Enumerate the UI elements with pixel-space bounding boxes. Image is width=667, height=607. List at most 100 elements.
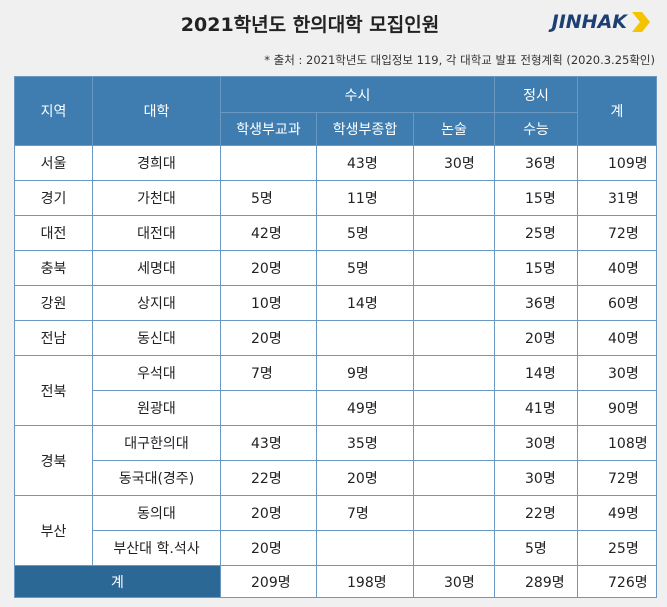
count-cell: 42명: [220, 215, 317, 251]
header-cell: 논술: [413, 112, 495, 146]
university-cell: 동의대: [92, 495, 221, 531]
empty-cell: [413, 180, 495, 216]
count-cell: 20명: [316, 460, 414, 496]
count-cell: 36명: [494, 145, 578, 181]
header-cell: 수시: [220, 76, 495, 113]
count-cell: 20명: [220, 320, 317, 356]
empty-cell: [316, 320, 414, 356]
count-cell: 14명: [316, 285, 414, 321]
total-cell: 198명: [316, 565, 414, 598]
count-cell: 11명: [316, 180, 414, 216]
empty-cell: [413, 460, 495, 496]
count-cell: 30명: [494, 425, 578, 461]
count-cell: 20명: [220, 530, 317, 566]
empty-cell: [413, 320, 495, 356]
count-cell: 35명: [316, 425, 414, 461]
table-row: 전북 우석대 7명 9명 14명 30명: [14, 355, 657, 426]
region-cell: 부산: [14, 495, 93, 566]
university-cell: 가천대: [92, 180, 221, 216]
count-cell: 108명: [577, 425, 657, 461]
region-cell: 서울: [14, 145, 93, 181]
table-row: 충북 세명대 20명 5명 15명 40명: [14, 250, 657, 286]
count-cell: 7명: [220, 355, 317, 391]
count-cell: 20명: [220, 495, 317, 531]
count-cell: 30명: [577, 355, 657, 391]
header-cell: 계: [577, 76, 657, 146]
region-cell: 강원: [14, 285, 93, 321]
count-cell: 5명: [316, 250, 414, 286]
source-note: * 출처 : 2021학년도 대입정보 119, 각 대학교 발표 전형계획 (…: [264, 53, 655, 67]
empty-cell: [220, 390, 317, 426]
university-cell: 대전대: [92, 215, 221, 251]
count-cell: 5명: [494, 530, 578, 566]
logo-text: JINHAK: [551, 11, 627, 33]
empty-cell: [413, 285, 495, 321]
count-cell: 22명: [220, 460, 317, 496]
count-cell: 40명: [577, 250, 657, 286]
table-row: 부산대 학.석사 20명 5명 25명: [15, 530, 657, 566]
count-cell: 25명: [577, 530, 657, 566]
header-cell: 지역: [14, 76, 93, 146]
count-cell: 7명: [316, 495, 414, 531]
region-cell: 전북: [14, 355, 93, 426]
table-row: 원광대 49명 41명 90명: [15, 390, 657, 426]
empty-cell: [413, 495, 495, 531]
header-cell: 학생부교과: [220, 112, 317, 146]
empty-cell: [316, 530, 414, 566]
university-cell: 동국대(경주): [92, 460, 221, 496]
empty-cell: [413, 250, 495, 286]
empty-cell: [413, 215, 495, 251]
university-cell: 경희대: [92, 145, 221, 181]
title: 2021학년도 한의대학 모집인원: [180, 14, 440, 36]
region-cell: 충북: [14, 250, 93, 286]
university-cell: 원광대: [92, 390, 221, 426]
count-cell: 20명: [220, 250, 317, 286]
total-label: 계: [14, 565, 221, 598]
logo: JINHAK: [552, 10, 651, 34]
table-row: 전남 동신대 20명 20명 40명: [14, 320, 657, 356]
table-row: 경북 대구한의대 43명 35명 30명 108명: [14, 425, 657, 496]
count-cell: 9명: [316, 355, 414, 391]
count-cell: 14명: [494, 355, 578, 391]
count-cell: 25명: [494, 215, 578, 251]
count-cell: 43명: [316, 145, 414, 181]
region-cell: 경기: [14, 180, 93, 216]
count-cell: 30명: [413, 145, 495, 181]
university-cell: 대구한의대: [92, 425, 221, 461]
region-cell: 경북: [14, 425, 93, 496]
count-cell: 22명: [494, 495, 578, 531]
count-cell: 5명: [316, 215, 414, 251]
table-row: 대전 대전대 42명 5명 25명 72명: [14, 215, 657, 251]
university-cell: 부산대 학.석사: [92, 530, 221, 566]
total-cell: 726명: [577, 565, 657, 598]
count-cell: 15명: [494, 180, 578, 216]
total-cell: 289명: [494, 565, 578, 598]
count-cell: 49명: [577, 495, 657, 531]
count-cell: 60명: [577, 285, 657, 321]
table-row: 경기 가천대 5명 11명 15명 31명: [14, 180, 657, 216]
total-cell: 30명: [413, 565, 495, 598]
count-cell: 10명: [220, 285, 317, 321]
count-cell: 43명: [220, 425, 317, 461]
table-row: 강원 상지대 10명 14명 36명 60명: [14, 285, 657, 321]
empty-cell: [413, 355, 495, 391]
header-cell: 정시: [494, 76, 578, 113]
header-cell: 대학: [92, 76, 221, 146]
logo-arrow: [632, 12, 650, 32]
empty-cell: [413, 530, 495, 566]
university-cell: 우석대: [92, 355, 221, 391]
count-cell: 40명: [577, 320, 657, 356]
region-cell: 대전: [14, 215, 93, 251]
header-cell: 수능: [494, 112, 578, 146]
total-cell: 209명: [220, 565, 317, 598]
table-row: 부산 동의대 20명 7명 22명 49명: [14, 495, 657, 566]
count-cell: 30명: [494, 460, 578, 496]
header-cell: 학생부종합: [316, 112, 414, 146]
count-cell: 72명: [577, 215, 657, 251]
count-cell: 109명: [577, 145, 657, 181]
region-cell: 전남: [14, 320, 93, 356]
empty-cell: [413, 390, 495, 426]
table: 지역 대학 수시 정시 계 학생부교과 학생부종합 논술 수능 서울 경희대 43명 30명…: [14, 76, 657, 598]
empty-cell: [413, 425, 495, 461]
